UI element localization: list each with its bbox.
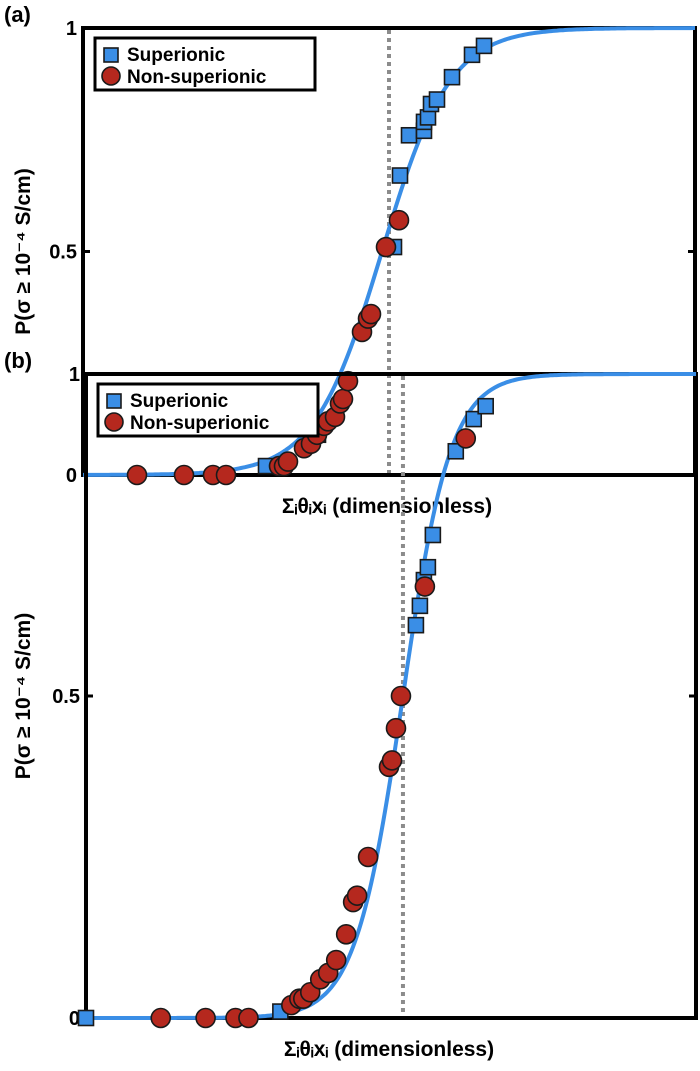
superionic-point — [77, 1009, 95, 1027]
y-tick-label: 0 — [69, 1008, 80, 1030]
non-superionic-point — [173, 464, 195, 486]
non-superionic-point — [455, 428, 477, 449]
y-tick-label: 0 — [66, 465, 77, 487]
panel-label: (b) — [4, 348, 32, 373]
non-superionic-point — [150, 1007, 172, 1029]
x-axis-label: Σᵢθᵢxᵢ (dimensionless) — [282, 495, 492, 518]
y-tick-label: 0.5 — [52, 686, 80, 708]
non-superionic-point — [385, 717, 407, 739]
y-axis-label: P(σ ≥ 10⁻⁴ S/cm) — [12, 613, 35, 779]
superionic-point — [447, 442, 465, 460]
y-axis-label: P(σ ≥ 10⁻⁴ S/cm) — [12, 168, 35, 334]
superionic-point — [407, 616, 425, 634]
superionic-point — [465, 410, 483, 428]
legend-circle-marker — [104, 412, 124, 432]
non-superionic-point — [337, 370, 359, 392]
non-superionic-point — [126, 464, 148, 486]
legend-superionic: Superionic — [127, 45, 226, 66]
legend-circle-marker — [101, 66, 121, 86]
superionic-point — [477, 397, 494, 415]
non-superionic-point — [414, 576, 436, 597]
non-superionic-point — [335, 923, 357, 945]
x-axis-label: Σᵢθᵢxᵢ (dimensionless) — [284, 1038, 494, 1061]
superionic-point — [443, 68, 461, 86]
non-superionic-point — [381, 750, 403, 771]
legend-square-marker — [103, 47, 119, 63]
non-superionic-point — [215, 464, 237, 486]
non-superionic-point — [277, 451, 299, 472]
non-superionic-point — [388, 209, 410, 231]
legend-box — [93, 36, 317, 92]
legend-non-superionic: Non-superionic — [130, 413, 270, 434]
legend-box — [96, 382, 320, 438]
superionic-point — [391, 167, 409, 184]
y-tick-label: 1 — [66, 18, 77, 40]
legend-superionic: Superionic — [130, 391, 229, 412]
legend-non-superionic: Non-superionic — [127, 67, 267, 88]
non-superionic-point — [360, 303, 382, 325]
non-superionic-point — [375, 236, 397, 258]
panel-label: (a) — [4, 2, 31, 27]
legend-square-marker — [106, 393, 122, 409]
superionic-point — [428, 91, 446, 108]
superionic-point — [411, 597, 429, 615]
non-superionic-point — [390, 685, 412, 707]
superionic-point — [424, 526, 442, 544]
y-tick-label: 0.5 — [49, 242, 77, 264]
non-superionic-point — [238, 1007, 259, 1029]
non-superionic-point — [357, 846, 379, 868]
y-tick-label: 1 — [69, 364, 80, 386]
non-superionic-point — [332, 388, 354, 410]
superionic-point — [400, 126, 418, 144]
non-superionic-point — [325, 949, 347, 971]
superionic-point — [475, 37, 493, 55]
superionic-point — [419, 558, 437, 576]
non-superionic-point — [346, 885, 368, 906]
non-superionic-point — [195, 1007, 216, 1029]
